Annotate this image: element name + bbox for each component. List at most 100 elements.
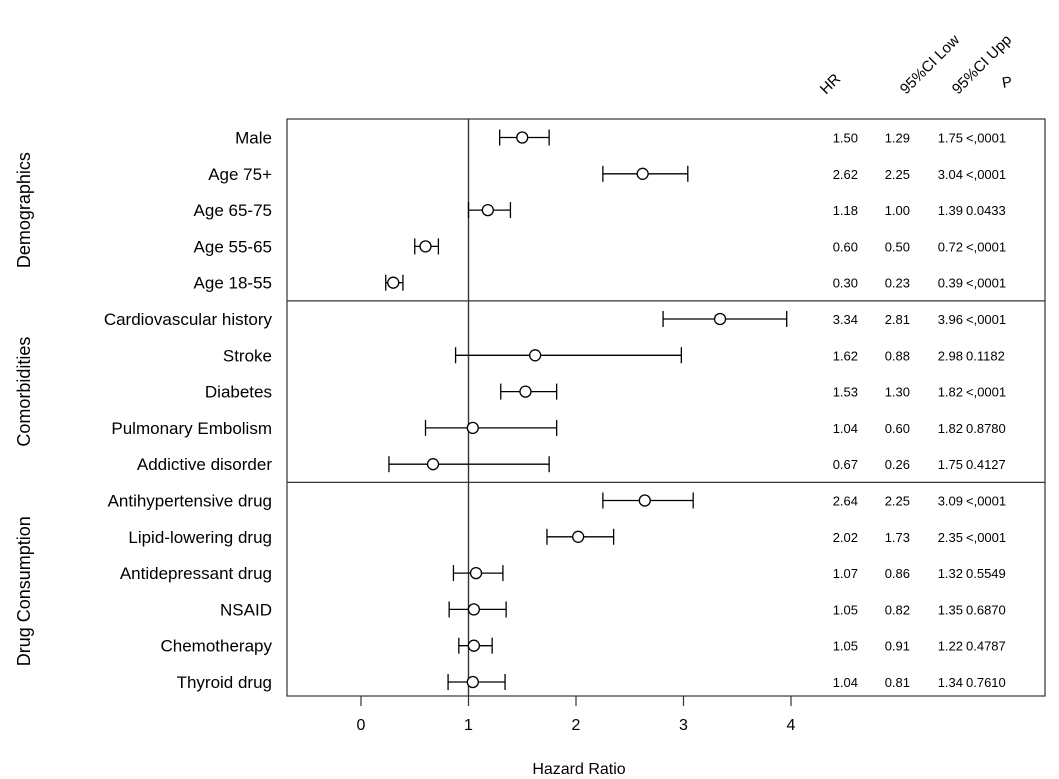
ci-low-value: 0.81 [885,675,910,690]
hr-value: 0.30 [833,276,858,291]
ci-upp-value: 1.22 [938,639,963,654]
hr-point [636,167,649,180]
hr-value: 0.67 [833,457,858,472]
hr-value: 1.50 [833,131,858,146]
row-label: NSAID [220,600,272,619]
row-label: Thyroid drug [177,673,272,692]
p-value: 0.8780 [966,421,1006,436]
ci-upp-value: 1.39 [938,203,963,218]
ci-low-value: 0.23 [885,276,910,291]
table-row: Antidepressant drug 1.07 0.86 1.32 0.5549 [120,564,1006,583]
ci-low-value: 2.25 [885,494,910,509]
x-tick-label: 0 [357,717,366,734]
p-value: 0.0433 [966,203,1006,218]
hr-point [467,639,481,652]
p-value: <,0001 [966,385,1006,400]
hr-value: 2.62 [833,167,858,182]
hr-point [481,203,495,217]
plot-frame [286,118,1046,697]
hr-point [519,385,532,398]
x-axis: Hazard Ratio 0 1 2 3 4 [357,696,796,778]
group-labels: Demographics Comorbidities Drug Consumptio… [14,152,34,666]
table-row: Cardiovascular history 3.34 2.81 3.96 <,0001 [104,310,1006,329]
p-value: 0.5549 [966,566,1006,581]
ci-low-value: 2.81 [885,312,910,327]
table-row: Stroke 1.62 0.88 2.98 0.1182 [223,346,1005,365]
ci-upp-value: 0.72 [938,239,963,254]
x-tick-label: 2 [572,717,581,734]
ci-low-value: 0.86 [885,566,910,581]
ci-upp-value: 1.34 [938,675,963,690]
ci-low-value: 0.50 [885,239,910,254]
row-label: Addictive disorder [137,455,272,474]
row-label: Male [235,129,272,148]
ci-upp-value: 3.09 [938,494,963,509]
p-value: 0.4787 [966,639,1006,654]
hr-value: 1.05 [833,639,858,654]
hr-point [469,566,483,580]
hr-value: 1.07 [833,566,858,581]
ci-upp-value: 1.82 [938,385,963,400]
row-label: Age 55-65 [194,237,272,256]
p-value: 0.1182 [966,348,1005,363]
p-value: <,0001 [966,276,1006,291]
row-label: Pulmonary Embolism [111,419,272,438]
ci-upp-value: 1.35 [938,602,963,617]
p-value: <,0001 [966,239,1006,254]
hr-value: 1.53 [833,385,858,400]
table-row: Antihypertensive drug 2.64 2.25 3.09 <,0001 [108,492,1007,511]
table-row: Age 75+ 2.62 2.25 3.04 <,0001 [208,165,1006,184]
hr-point [419,240,432,253]
ci-low-value: 1.30 [885,385,910,400]
ci-low-value: 0.60 [885,421,910,436]
table-row: Diabetes 1.53 1.30 1.82 <,0001 [205,383,1006,402]
p-value: <,0001 [966,131,1006,146]
ci-low-value: 1.73 [885,530,910,545]
table-row: Lipid-lowering drug 2.02 1.73 2.35 <,0001 [128,528,1006,547]
p-value: 0.7610 [966,675,1006,690]
ci-low-value: 2.25 [885,167,910,182]
hr-point [426,458,440,471]
ci-low-value: 1.00 [885,203,910,218]
p-value: <,0001 [966,494,1006,509]
p-value: 0.6870 [966,602,1006,617]
group-label: Demographics [14,152,34,268]
hr-point [467,603,481,616]
ci-low-value: 1.29 [885,131,910,146]
row-label: Chemotherapy [160,637,272,656]
hr-value: 1.05 [833,602,858,617]
ci-low-value: 0.82 [885,602,910,617]
table-row: Addictive disorder 0.67 0.26 1.75 0.4127 [137,455,1006,474]
hr-point [466,675,479,689]
x-tick-label: 3 [679,717,688,734]
ci-upp-value: 3.96 [938,312,963,327]
p-value: <,0001 [966,167,1006,182]
p-value: <,0001 [966,530,1006,545]
row-label: Lipid-lowering drug [128,528,272,547]
ci-upp-value: 1.75 [938,457,963,472]
table-row: Male 1.50 1.29 1.75 <,0001 [235,129,1006,148]
row-label: Antidepressant drug [120,564,272,583]
row-label: Age 18-55 [194,274,272,293]
ci-upp-value: 1.75 [938,131,963,146]
table-row: NSAID 1.05 0.82 1.35 0.6870 [220,600,1006,619]
hr-point [713,312,727,326]
table-row: Age 55-65 0.60 0.50 0.72 <,0001 [194,237,1007,256]
table-row: Age 65-75 1.18 1.00 1.39 0.0433 [194,201,1006,220]
row-label: Diabetes [205,383,272,402]
hr-point [387,276,400,289]
ci-upp-value: 1.32 [938,566,963,581]
row-label: Stroke [223,346,272,365]
x-tick-label: 4 [787,717,796,734]
hr-value: 0.60 [833,239,858,254]
hr-value: 1.62 [833,348,858,363]
x-tick-label: 1 [464,717,473,734]
table-row: Thyroid drug 1.04 0.81 1.34 0.7610 [177,673,1006,692]
header-hr: HR [817,70,844,97]
ci-low-value: 0.91 [885,639,910,654]
p-value: 0.4127 [966,457,1006,472]
row-label: Age 65-75 [194,201,272,220]
